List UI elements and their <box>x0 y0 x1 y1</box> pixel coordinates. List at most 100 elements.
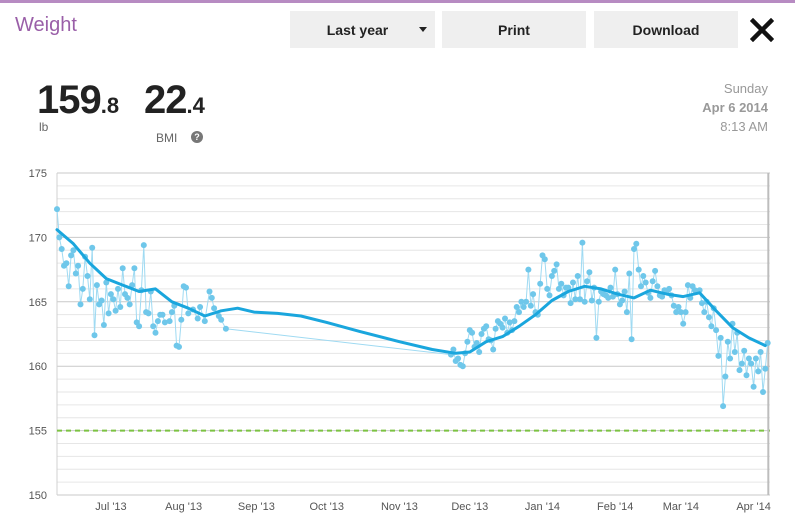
reading-point <box>720 403 727 410</box>
reading-point <box>553 261 560 268</box>
reading-point <box>84 273 91 279</box>
reading-point <box>757 349 764 355</box>
x-tick-label: Apr '14 <box>736 501 771 513</box>
reading-point <box>476 349 483 355</box>
reading-point <box>680 320 687 327</box>
reading-point <box>176 343 182 350</box>
reading-day: Sunday <box>723 81 768 96</box>
reading-point <box>760 389 766 395</box>
trend-line <box>55 228 767 355</box>
bmi-decimal: .4 <box>186 93 205 118</box>
reading-point <box>525 266 532 273</box>
reading-point <box>682 309 689 316</box>
bmi-label: BMI <box>156 131 178 145</box>
reading-point <box>741 347 748 354</box>
reading-point <box>628 336 635 343</box>
reading-point <box>584 278 591 285</box>
reading-point <box>136 323 143 330</box>
reading-point <box>673 309 680 316</box>
reading-point <box>54 206 60 213</box>
reading-point <box>93 282 100 289</box>
reading-point <box>145 310 152 317</box>
reading-point <box>208 294 215 301</box>
reading-point <box>558 280 565 287</box>
date-range-select[interactable]: Last year <box>290 11 435 48</box>
reading-point <box>197 304 204 310</box>
reading-point <box>58 246 65 252</box>
reading-point <box>722 373 729 380</box>
reading-point <box>523 298 530 305</box>
reading-point <box>112 307 119 314</box>
reading-point <box>105 310 112 317</box>
reading-point <box>572 296 579 303</box>
reading-point <box>68 252 75 259</box>
reading-point <box>555 285 562 292</box>
reading-point <box>647 294 654 301</box>
reading-point <box>513 304 520 310</box>
reading-date: Apr 6 2014 <box>702 100 768 115</box>
reading-point <box>731 349 738 355</box>
y-tick-label: 165 <box>29 297 47 309</box>
reading-point <box>675 304 682 310</box>
reading-point <box>738 360 745 367</box>
reading-point <box>621 288 628 295</box>
reading-point <box>595 298 602 305</box>
reading-point <box>520 304 527 310</box>
reading-point <box>222 325 229 332</box>
reading-point <box>152 329 159 336</box>
reading-point <box>609 293 616 300</box>
reading-point <box>492 325 499 332</box>
x-tick-label: Dec '13 <box>451 501 488 513</box>
reading-point <box>100 322 107 328</box>
y-tick-label: 160 <box>29 361 47 373</box>
header-accent-rule <box>0 0 795 3</box>
weight-value: 159.8 <box>37 78 119 123</box>
reading-point <box>201 318 208 325</box>
bmi-value: 22.4 <box>144 78 205 123</box>
reading-point <box>699 300 705 307</box>
y-tick-label: 155 <box>29 426 47 438</box>
reading-point <box>70 247 77 254</box>
weight-decimal: .8 <box>100 93 120 118</box>
help-icon[interactable]: ? <box>191 131 203 143</box>
reading-point <box>91 332 98 339</box>
reading-point <box>619 297 626 304</box>
reading-point <box>89 244 96 251</box>
x-tick-label: Mar '14 <box>663 501 699 513</box>
reading-point <box>548 273 555 279</box>
readings-connector-line <box>56 209 769 407</box>
reading-time: 8:13 AM <box>720 119 768 134</box>
reading-point <box>635 266 642 273</box>
reading-timestamp: Sunday Apr 6 2014 8:13 AM <box>702 79 768 136</box>
reading-point <box>140 242 147 249</box>
reading-point <box>713 327 720 334</box>
x-tick-label: Feb '14 <box>597 501 633 513</box>
reading-point <box>124 294 131 301</box>
reading-point <box>546 292 553 299</box>
reading-point <box>159 311 166 318</box>
reading-point <box>56 234 63 241</box>
date-range-label: Last year <box>326 21 389 38</box>
reading-point <box>752 355 759 362</box>
reading-point <box>473 340 480 346</box>
reading-point <box>715 352 722 359</box>
reading-point <box>183 284 189 291</box>
x-tick-label: Aug '13 <box>165 501 202 513</box>
reading-point <box>499 324 506 331</box>
reading-point <box>455 355 462 362</box>
download-button[interactable]: Download <box>594 11 738 48</box>
print-button[interactable]: Print <box>442 11 586 48</box>
reading-point <box>567 300 574 307</box>
reading-point <box>126 301 133 308</box>
reading-point <box>166 318 173 325</box>
weight-unit: lb <box>39 120 49 134</box>
reading-point <box>150 323 157 330</box>
y-tick-label: 175 <box>29 168 47 180</box>
reading-point <box>541 256 548 263</box>
reading-point <box>490 346 497 353</box>
reading-point <box>464 338 471 345</box>
reading-point <box>168 309 175 316</box>
reading-point <box>450 346 457 353</box>
reading-point <box>537 280 544 287</box>
close-icon[interactable] <box>750 18 774 42</box>
